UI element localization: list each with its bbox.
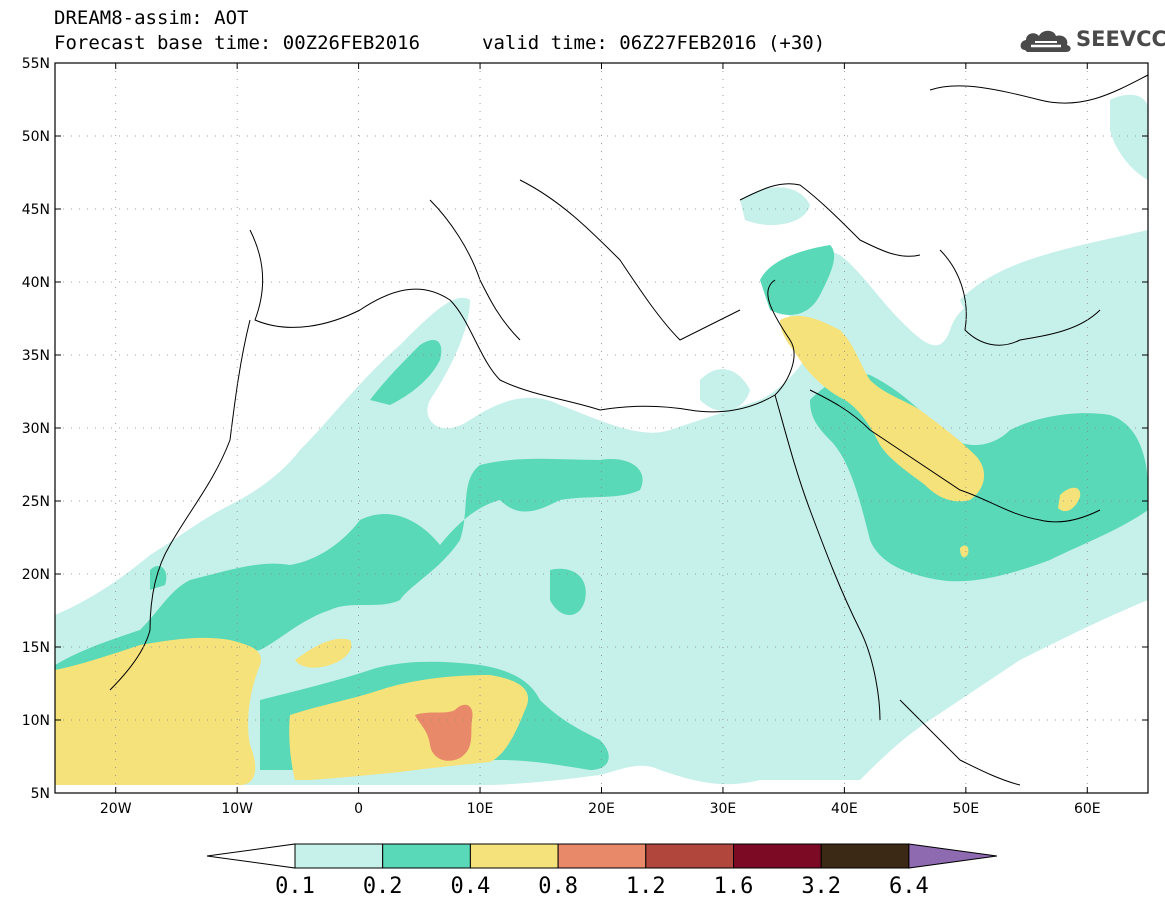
- colorbar-extend-high: [908, 843, 997, 869]
- lon-label: 40E: [831, 801, 858, 817]
- cloud-icon: [1020, 30, 1071, 52]
- lon-label: 60E: [1074, 801, 1101, 817]
- axis-ticks: [55, 62, 1148, 794]
- colorbar-box: [820, 843, 910, 869]
- lon-label: 20W: [100, 801, 132, 817]
- colorbar-box: [294, 843, 384, 869]
- lon-label: 10E: [467, 801, 494, 817]
- colorbar-label: 1.2: [626, 874, 666, 899]
- colorbar-label: 0.8: [538, 874, 578, 899]
- colorbar-label: 0.4: [451, 874, 491, 899]
- lat-label: 30N: [22, 421, 50, 437]
- lat-label: 55N: [22, 56, 50, 72]
- lon-label: 20E: [588, 801, 615, 817]
- lat-label: 15N: [22, 640, 50, 656]
- lat-label: 10N: [22, 713, 50, 729]
- logo-text: SEEVCCC: [1076, 27, 1165, 51]
- lat-label: 45N: [22, 202, 50, 218]
- valid-time: valid time: 06Z27FEB2016 (+30): [482, 32, 826, 54]
- colorbar-label: 3.2: [801, 874, 841, 899]
- seevccc-logo: SEEVCCC: [1017, 24, 1165, 56]
- aot-level-0.4: [55, 315, 1081, 785]
- lat-label: 35N: [22, 348, 50, 364]
- map-title: DREAM8-assim: AOT: [54, 7, 249, 29]
- colorbar-label: 0.1: [275, 874, 315, 899]
- colorbar-box: [557, 843, 647, 869]
- lon-label: 10W: [221, 801, 253, 817]
- colorbar-box: [645, 843, 734, 869]
- colorbar-extend-low: [206, 843, 296, 869]
- aot-field: [55, 94, 1148, 785]
- colorbar-box: [469, 843, 559, 869]
- lat-label: 20N: [22, 567, 50, 583]
- gridlines: [55, 63, 1148, 793]
- colorbar-box: [733, 843, 822, 869]
- colorbar-label: 6.4: [889, 874, 929, 899]
- lat-label: 25N: [22, 494, 50, 510]
- lon-label: 50E: [952, 801, 979, 817]
- longitude-labels: 20W 10W 0 10E 20E 30E 40E 50E 60E: [100, 801, 1101, 817]
- forecast-base-time: Forecast base time: 00Z26FEB2016: [54, 32, 421, 54]
- aot-level-0.8: [415, 704, 473, 761]
- colorbar-box: [382, 843, 471, 869]
- coastlines: [109, 74, 1148, 786]
- colorbar-label: 1.6: [714, 874, 754, 899]
- latitude-labels: 55N 50N 45N 40N 35N 30N 25N 20N 15N 10N 5N: [22, 56, 50, 802]
- lon-label: 30E: [710, 801, 737, 817]
- colorbar-label: 0.2: [363, 874, 403, 899]
- lon-label: 0: [354, 801, 363, 817]
- lat-label: 5N: [31, 786, 50, 802]
- lat-label: 50N: [22, 129, 50, 145]
- colorbar-labels: 0.1 0.2 0.4 0.8 1.2 1.6 3.2 6.4: [275, 874, 929, 899]
- lat-label: 40N: [22, 275, 50, 291]
- colorbar: [206, 843, 997, 869]
